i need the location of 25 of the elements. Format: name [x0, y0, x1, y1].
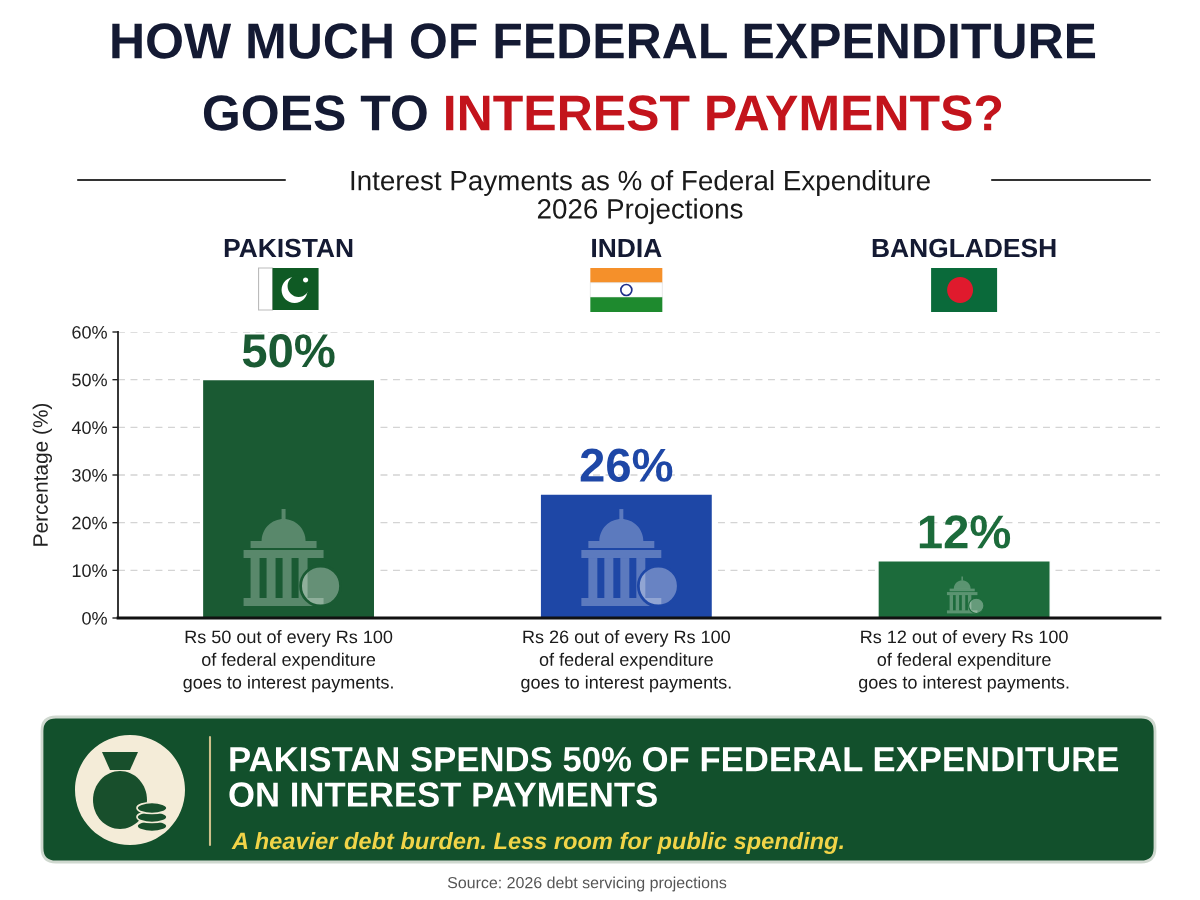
y-tick-label: 50% — [72, 373, 107, 387]
y-tick-label: 60% — [72, 325, 107, 339]
text: PAKISTAN SPENDS 50% OF FEDERAL EXPENDITURE ON INTEREST PAYMENTS — [229, 746, 1119, 807]
x-tick-label: INDIA — [592, 238, 662, 258]
x-tick-label: PAKISTAN — [224, 238, 353, 258]
chart-subtitle: Interest Payments as % of Federal Expenditure 2026 Projections — [351, 170, 930, 225]
text: Rs 26 out of every Rs 100 of federal expenditure goes to interest payments. — [521, 630, 731, 693]
y-axis-title: Percentage (%) — [32, 403, 52, 546]
text: A heavier debt burden. Less room for public spending. — [231, 831, 844, 855]
bar — [877, 560, 1051, 618]
y-tick-label: 20% — [72, 516, 107, 530]
chart-title: HOW MUCH OF FEDERAL EXPENDITURE GOES TO INTEREST PAYMENTS? — [112, 23, 1096, 131]
data-label: 26% — [580, 448, 673, 482]
x-tick-label: BANGLADESH — [872, 238, 1056, 258]
bar — [201, 378, 376, 618]
y-tick-label: 10% — [72, 564, 107, 578]
source-note: Source: 2026 debt servicing projections — [447, 876, 727, 892]
bar — [539, 493, 714, 618]
y-tick-label: 40% — [71, 421, 107, 435]
data-label: 12% — [919, 515, 1011, 549]
data-label: 50% — [242, 334, 335, 368]
text: Rs 50 out of every Rs 100 of federal expenditure goes to interest payments. — [183, 630, 393, 693]
y-tick-label: 30% — [72, 468, 107, 482]
text: Rs 12 out of every Rs 100 of federal expenditure goes to interest payments. — [858, 630, 1069, 693]
y-tick-label: 0% — [82, 611, 107, 625]
